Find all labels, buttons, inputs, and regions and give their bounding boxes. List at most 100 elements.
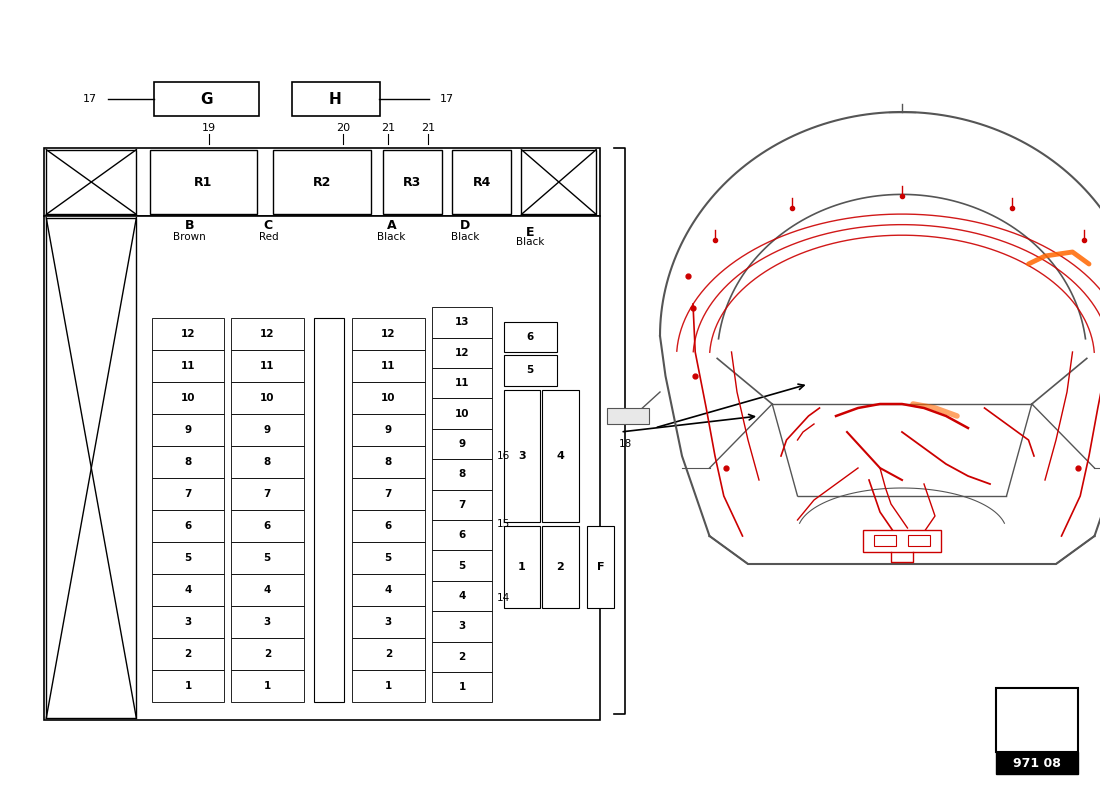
Bar xyxy=(432,398,492,429)
Bar xyxy=(504,322,557,352)
Bar xyxy=(231,414,304,446)
Bar xyxy=(352,350,425,382)
Bar xyxy=(352,446,425,478)
Bar xyxy=(432,368,492,398)
Text: 2: 2 xyxy=(385,650,392,659)
Bar xyxy=(452,150,512,214)
Bar xyxy=(542,526,579,608)
Text: 21: 21 xyxy=(382,123,395,133)
Text: 6: 6 xyxy=(385,522,392,531)
Bar xyxy=(152,446,224,478)
Bar xyxy=(231,446,304,478)
Bar xyxy=(521,150,596,214)
Bar xyxy=(504,526,540,608)
Text: 9: 9 xyxy=(459,439,465,449)
Bar xyxy=(152,510,224,542)
Text: Black: Black xyxy=(516,238,544,247)
Text: 13: 13 xyxy=(454,318,470,327)
Bar xyxy=(231,670,304,702)
Bar xyxy=(152,670,224,702)
Text: Red: Red xyxy=(258,232,278,242)
Bar xyxy=(352,382,425,414)
Text: 4: 4 xyxy=(264,586,271,595)
Text: 3: 3 xyxy=(518,450,526,461)
Text: 7: 7 xyxy=(264,490,271,499)
Text: R4: R4 xyxy=(473,175,491,189)
Bar xyxy=(152,478,224,510)
Text: 6: 6 xyxy=(185,522,191,531)
Bar xyxy=(44,148,600,216)
Text: 21: 21 xyxy=(421,123,434,133)
Bar xyxy=(504,355,557,386)
Text: 971 08: 971 08 xyxy=(1013,757,1060,770)
Bar xyxy=(352,318,425,350)
Bar xyxy=(874,535,896,546)
Text: 9: 9 xyxy=(185,426,191,435)
Bar xyxy=(231,350,304,382)
Text: 6: 6 xyxy=(527,332,534,342)
Bar xyxy=(152,638,224,670)
Text: 1: 1 xyxy=(459,682,465,692)
Text: 3: 3 xyxy=(459,622,465,631)
Bar xyxy=(152,606,224,638)
Text: 15: 15 xyxy=(497,519,510,529)
Bar xyxy=(908,535,930,546)
Text: H: H xyxy=(329,92,342,106)
Text: 8: 8 xyxy=(264,458,271,467)
Text: 3: 3 xyxy=(264,618,271,627)
Text: 12: 12 xyxy=(260,330,275,339)
Text: 11: 11 xyxy=(180,362,196,371)
Text: 10: 10 xyxy=(381,394,396,403)
Text: R2: R2 xyxy=(312,175,331,189)
Bar xyxy=(292,82,379,116)
Text: B: B xyxy=(185,219,194,232)
Bar xyxy=(352,414,425,446)
Text: 20: 20 xyxy=(337,123,350,133)
Bar xyxy=(432,429,492,459)
Text: 2: 2 xyxy=(557,562,564,572)
Text: 9: 9 xyxy=(264,426,271,435)
Text: E: E xyxy=(526,226,535,238)
Bar xyxy=(996,688,1078,752)
Bar xyxy=(432,581,492,611)
Text: 7: 7 xyxy=(459,500,465,510)
Bar xyxy=(150,150,257,214)
Bar xyxy=(432,490,492,520)
Text: 5: 5 xyxy=(527,366,534,375)
Text: 5: 5 xyxy=(185,554,191,563)
Text: 4: 4 xyxy=(385,586,392,595)
Bar xyxy=(152,318,224,350)
Bar xyxy=(154,82,258,116)
Bar xyxy=(231,606,304,638)
Text: A: A xyxy=(387,219,396,232)
Bar xyxy=(231,478,304,510)
Text: 6: 6 xyxy=(459,530,465,540)
Text: 5: 5 xyxy=(459,561,465,570)
Text: Black: Black xyxy=(451,232,480,242)
Text: C: C xyxy=(264,219,273,232)
Text: 14: 14 xyxy=(497,593,510,602)
Text: G: G xyxy=(200,92,212,106)
Text: 17: 17 xyxy=(440,94,454,104)
Text: 7: 7 xyxy=(185,490,191,499)
Bar xyxy=(352,670,425,702)
Bar xyxy=(996,752,1078,774)
Text: 1: 1 xyxy=(385,682,392,691)
Bar xyxy=(432,672,492,702)
Bar xyxy=(152,414,224,446)
Text: 2: 2 xyxy=(459,652,465,662)
Text: 12: 12 xyxy=(180,330,196,339)
Bar xyxy=(352,510,425,542)
Text: 4: 4 xyxy=(459,591,465,601)
Text: 11: 11 xyxy=(454,378,470,388)
Bar xyxy=(352,606,425,638)
Bar xyxy=(432,338,492,368)
Bar xyxy=(504,390,540,522)
Bar xyxy=(46,150,136,214)
Text: a passion for: a passion for xyxy=(382,612,542,636)
Text: 4: 4 xyxy=(557,450,564,461)
Text: Brown: Brown xyxy=(173,232,206,242)
Bar xyxy=(432,642,492,672)
Bar xyxy=(231,574,304,606)
Text: 8: 8 xyxy=(385,458,392,467)
